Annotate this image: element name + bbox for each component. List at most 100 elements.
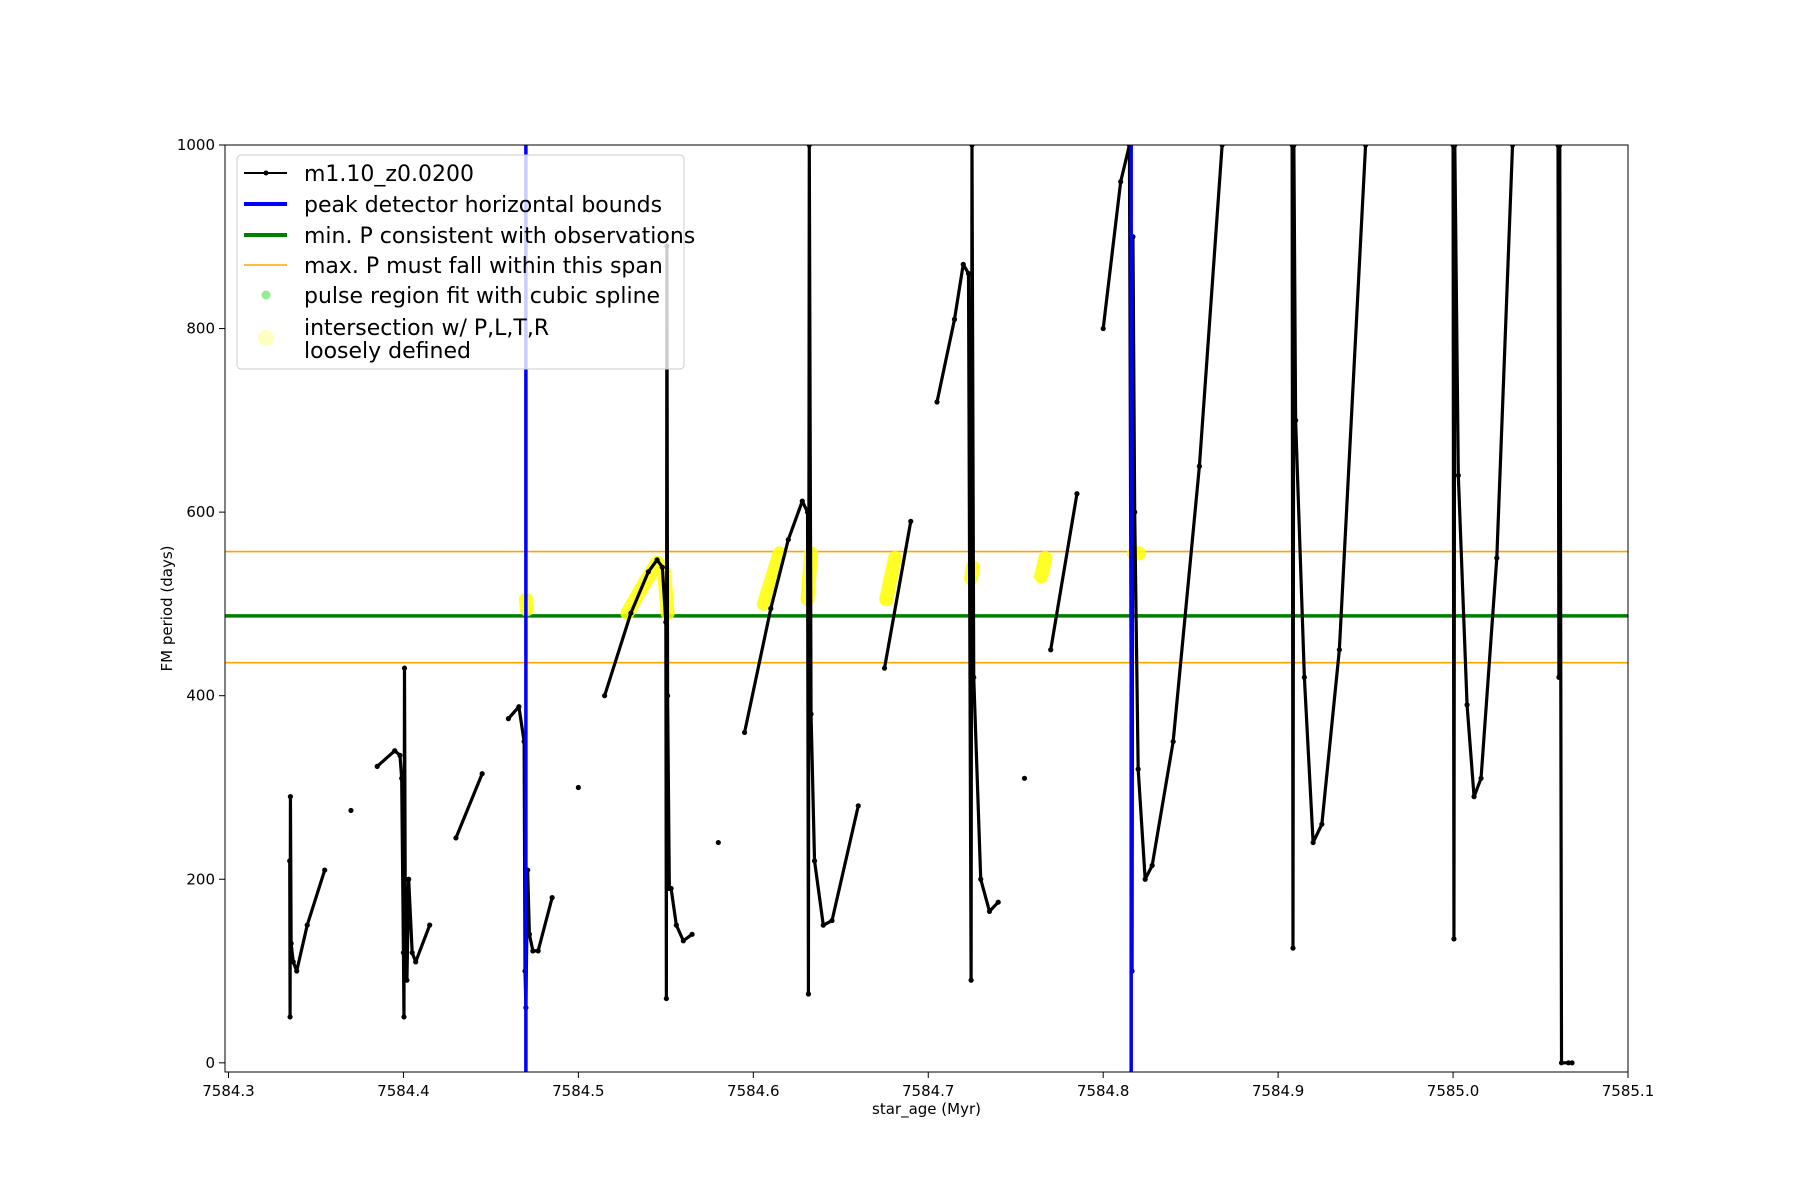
track-point [1451,936,1457,942]
track-point [1021,775,1028,781]
y-axis-label: FM period (days) [158,546,176,672]
legend-entry-label: peak detector horizontal bounds [304,193,662,218]
track-point [668,885,674,892]
track-point [1464,702,1470,708]
track-point [290,959,296,965]
track-point [1290,945,1296,951]
track-point [804,509,811,515]
track-point [806,145,812,148]
track-point [805,991,812,997]
track-point [1196,463,1202,469]
track-point [392,748,398,754]
track-point [1132,509,1138,515]
y-tick-label: 0 [205,1054,215,1072]
x-tick-label: 7584.8 [1077,1082,1130,1100]
track-point [978,876,984,882]
track-point [995,899,1001,905]
track-point [1135,766,1141,772]
track-point [951,316,958,322]
track-point [401,1014,407,1020]
track-point [934,399,940,405]
legend-entry-label: intersection w/ P,L,T,R loosely defined [304,316,549,364]
legend-entry-label: pulse region fit with cubic spline [304,284,660,309]
track-point [1471,794,1477,800]
track-point [785,537,791,543]
track-point [602,693,608,699]
track-point [322,867,328,873]
track-point [960,261,966,267]
track-point [654,557,660,563]
track-point [741,729,748,736]
track-point [535,948,541,954]
track-point [1048,647,1054,653]
track-point [664,693,671,699]
y-tick-label: 200 [186,870,215,888]
track-point [1149,862,1155,869]
track-point [768,605,774,612]
track-point [968,977,974,983]
intersection-region [1034,551,1053,584]
x-axis: 7584.3 7584.4 7584.5 7584.6 7584.7 7584.8 7584… [202,1072,1654,1100]
track-point [628,610,634,616]
track-point [1219,145,1225,148]
legend-entry-label: min. P consistent with observations [304,224,695,249]
axes-frame [224,144,1629,1073]
track-point [1170,738,1176,745]
track-point [971,674,977,680]
intersection-region [756,546,787,611]
track-point [397,752,403,758]
track-point [855,803,861,809]
track-point [479,771,485,777]
track-point [287,794,294,800]
track-point [294,968,300,974]
track-point [1291,145,1297,148]
track-point [799,498,805,504]
x-axis-label: star_age (Myr) [872,1100,981,1119]
track-point [526,931,532,937]
x-tick-label: 7584.9 [1252,1082,1305,1100]
track-point [1558,1060,1565,1066]
track-point [645,569,651,575]
track-point [820,922,826,928]
track-point [829,917,835,924]
track-point [663,995,669,1002]
track-point [689,931,695,937]
track-point [1569,1060,1575,1066]
track-point [1556,674,1562,680]
track-point [549,895,555,901]
track-point [304,922,310,928]
track-point [1494,555,1500,561]
track-point [659,564,665,570]
track-point [1452,145,1458,148]
legend-box [236,154,685,370]
track-point [1142,876,1148,882]
track-point [288,940,294,947]
track-point [1100,325,1106,332]
track-point [1557,145,1563,148]
track-point [505,716,511,722]
track-point [400,950,407,956]
track-point [1293,417,1299,423]
track-point [1336,647,1342,653]
track-point [413,959,419,965]
track-point [1074,491,1080,497]
x-tick-label: 7584.4 [377,1082,430,1100]
x-tick-label: 7585.0 [1427,1082,1480,1100]
track-point [409,950,415,956]
track-point [575,784,581,791]
y-axis: 0 200 400 600 800 1000 [177,136,225,1072]
track-point [1301,674,1307,680]
legend-entry-label: max. P must fall within this span [304,254,663,279]
track-point [908,518,914,524]
y-tick-label: 1000 [177,136,215,154]
track-point [287,1014,293,1020]
legend-swatch-dot [261,290,271,300]
y-tick-label: 600 [186,503,215,521]
track-point [680,938,686,944]
track-point [1310,839,1316,846]
y-tick-label: 800 [186,320,215,338]
track-point [965,270,972,277]
track-point [1509,145,1516,148]
track-point [453,835,459,841]
track-point [673,922,679,928]
